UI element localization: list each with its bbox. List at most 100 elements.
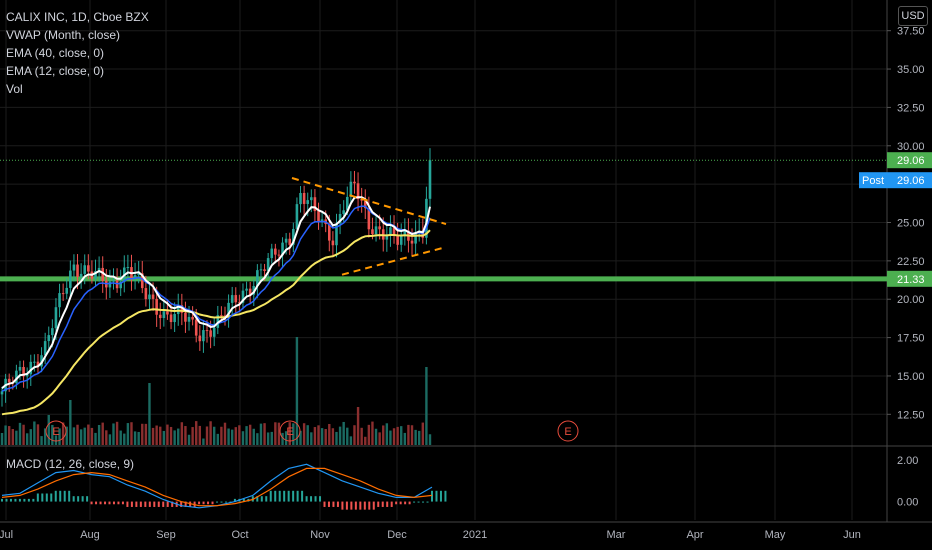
earnings-circle <box>279 420 301 442</box>
candle-body <box>281 242 284 256</box>
candle-body <box>25 374 29 377</box>
volume-bar <box>11 429 14 445</box>
macd-histogram-bar <box>377 501 380 507</box>
volume-bar <box>385 423 389 445</box>
macd-histogram-bar <box>23 498 26 502</box>
macd-histogram-bar <box>32 498 35 502</box>
candle-body <box>241 290 245 303</box>
candle-body <box>69 270 72 288</box>
volume-bar <box>166 424 169 445</box>
volume-bar <box>403 432 407 445</box>
macd-histogram-bar <box>417 501 420 503</box>
candle-body <box>29 361 33 375</box>
macd-histogram-bar <box>108 501 111 505</box>
earnings-label: E <box>564 426 571 438</box>
candle-body <box>76 264 79 277</box>
volume-bar <box>47 415 50 445</box>
macd-histogram-bar <box>260 496 263 502</box>
volume-bar <box>414 429 417 445</box>
candle-body <box>220 315 223 317</box>
volume-bar <box>155 425 158 445</box>
volume-bar <box>180 422 184 445</box>
candle-body <box>295 204 299 229</box>
candle-body <box>274 248 277 255</box>
candle-body <box>392 227 396 236</box>
volume-bar <box>353 425 356 445</box>
volume-bar <box>0 433 4 445</box>
macd-histogram-bar <box>130 501 133 507</box>
candle-body <box>396 235 399 245</box>
macd-histogram-bar <box>390 501 393 507</box>
candle-body <box>374 226 378 235</box>
candle-body <box>97 267 101 272</box>
candle-body <box>230 295 234 303</box>
candle-body <box>403 230 407 236</box>
volume-bar <box>43 428 47 445</box>
volume-bar <box>320 428 324 445</box>
volume-bar <box>299 430 302 445</box>
time-axis[interactable]: Jul Aug Sep Oct Nov Dec 2021 Mar Apr May Jun <box>0 529 861 541</box>
volume-bar <box>83 427 86 445</box>
volume-bar <box>227 428 230 445</box>
price-axis[interactable]: 12.5015.0017.5020.0022.5025.0027.5030.00… <box>887 26 925 509</box>
macd-histogram-bar <box>148 501 151 507</box>
y-tick-label: 17.50 <box>897 333 925 345</box>
volume-bar <box>90 427 94 445</box>
candle-body <box>158 314 162 319</box>
macd-histogram-bar <box>296 490 299 502</box>
macd-histogram-bar <box>350 501 353 510</box>
volume-bar <box>284 431 288 445</box>
volume-bar <box>105 430 108 445</box>
volume-bar <box>61 422 65 445</box>
volume-bar <box>360 427 363 445</box>
earnings-marker: E <box>45 420 67 442</box>
candle-body <box>414 232 417 244</box>
macd-histogram-bar <box>341 501 344 510</box>
candle-body <box>216 315 220 328</box>
candle-body <box>310 197 313 201</box>
macd-histogram-bar <box>323 501 326 507</box>
volume-bar <box>202 438 205 445</box>
candle-body <box>306 200 310 204</box>
macd-histogram-bar <box>18 498 21 502</box>
volume-bar <box>241 431 245 445</box>
volume-bar <box>223 422 227 445</box>
volume-bar <box>33 421 36 445</box>
macd-histogram-bar <box>95 501 98 505</box>
candle-body <box>83 265 87 274</box>
candle-body <box>162 311 166 319</box>
candle-body <box>349 181 353 197</box>
price-labels: 29.06 Post 29.06 21.33 <box>0 152 932 287</box>
volume-bar <box>137 431 140 445</box>
macd-histogram-bar <box>153 501 156 507</box>
macd-histogram-bar <box>269 490 272 502</box>
candle-body <box>198 335 202 342</box>
volume-bar <box>187 434 191 445</box>
macd-histogram-bar <box>63 490 66 502</box>
volume-bar <box>94 432 97 445</box>
macd-histogram-bar <box>207 501 210 505</box>
volume-bar <box>270 431 273 445</box>
volume-bar <box>130 422 133 445</box>
candle-body <box>367 208 371 230</box>
macd-histogram-bar <box>171 501 174 507</box>
earnings-label: E <box>286 426 293 438</box>
macd-histogram-bar <box>439 490 442 502</box>
currency-button[interactable]: USD <box>898 6 928 26</box>
candle-body <box>87 265 90 272</box>
volume-bar <box>198 425 202 445</box>
volume-bar <box>302 423 306 445</box>
candle-body <box>94 271 97 279</box>
volume-bar <box>29 429 32 445</box>
volume-bar <box>378 432 381 445</box>
macd-histogram-bar <box>292 490 295 502</box>
candle-body <box>79 273 83 277</box>
macd-histogram-bar <box>435 490 438 502</box>
volume-bar <box>22 424 25 445</box>
macd-histogram-bar <box>50 493 53 502</box>
volume-bar <box>195 421 198 445</box>
macd-histogram-bar <box>41 493 44 502</box>
macd-tick-label: 2.00 <box>897 455 918 467</box>
macd-histogram-bar <box>86 496 89 502</box>
